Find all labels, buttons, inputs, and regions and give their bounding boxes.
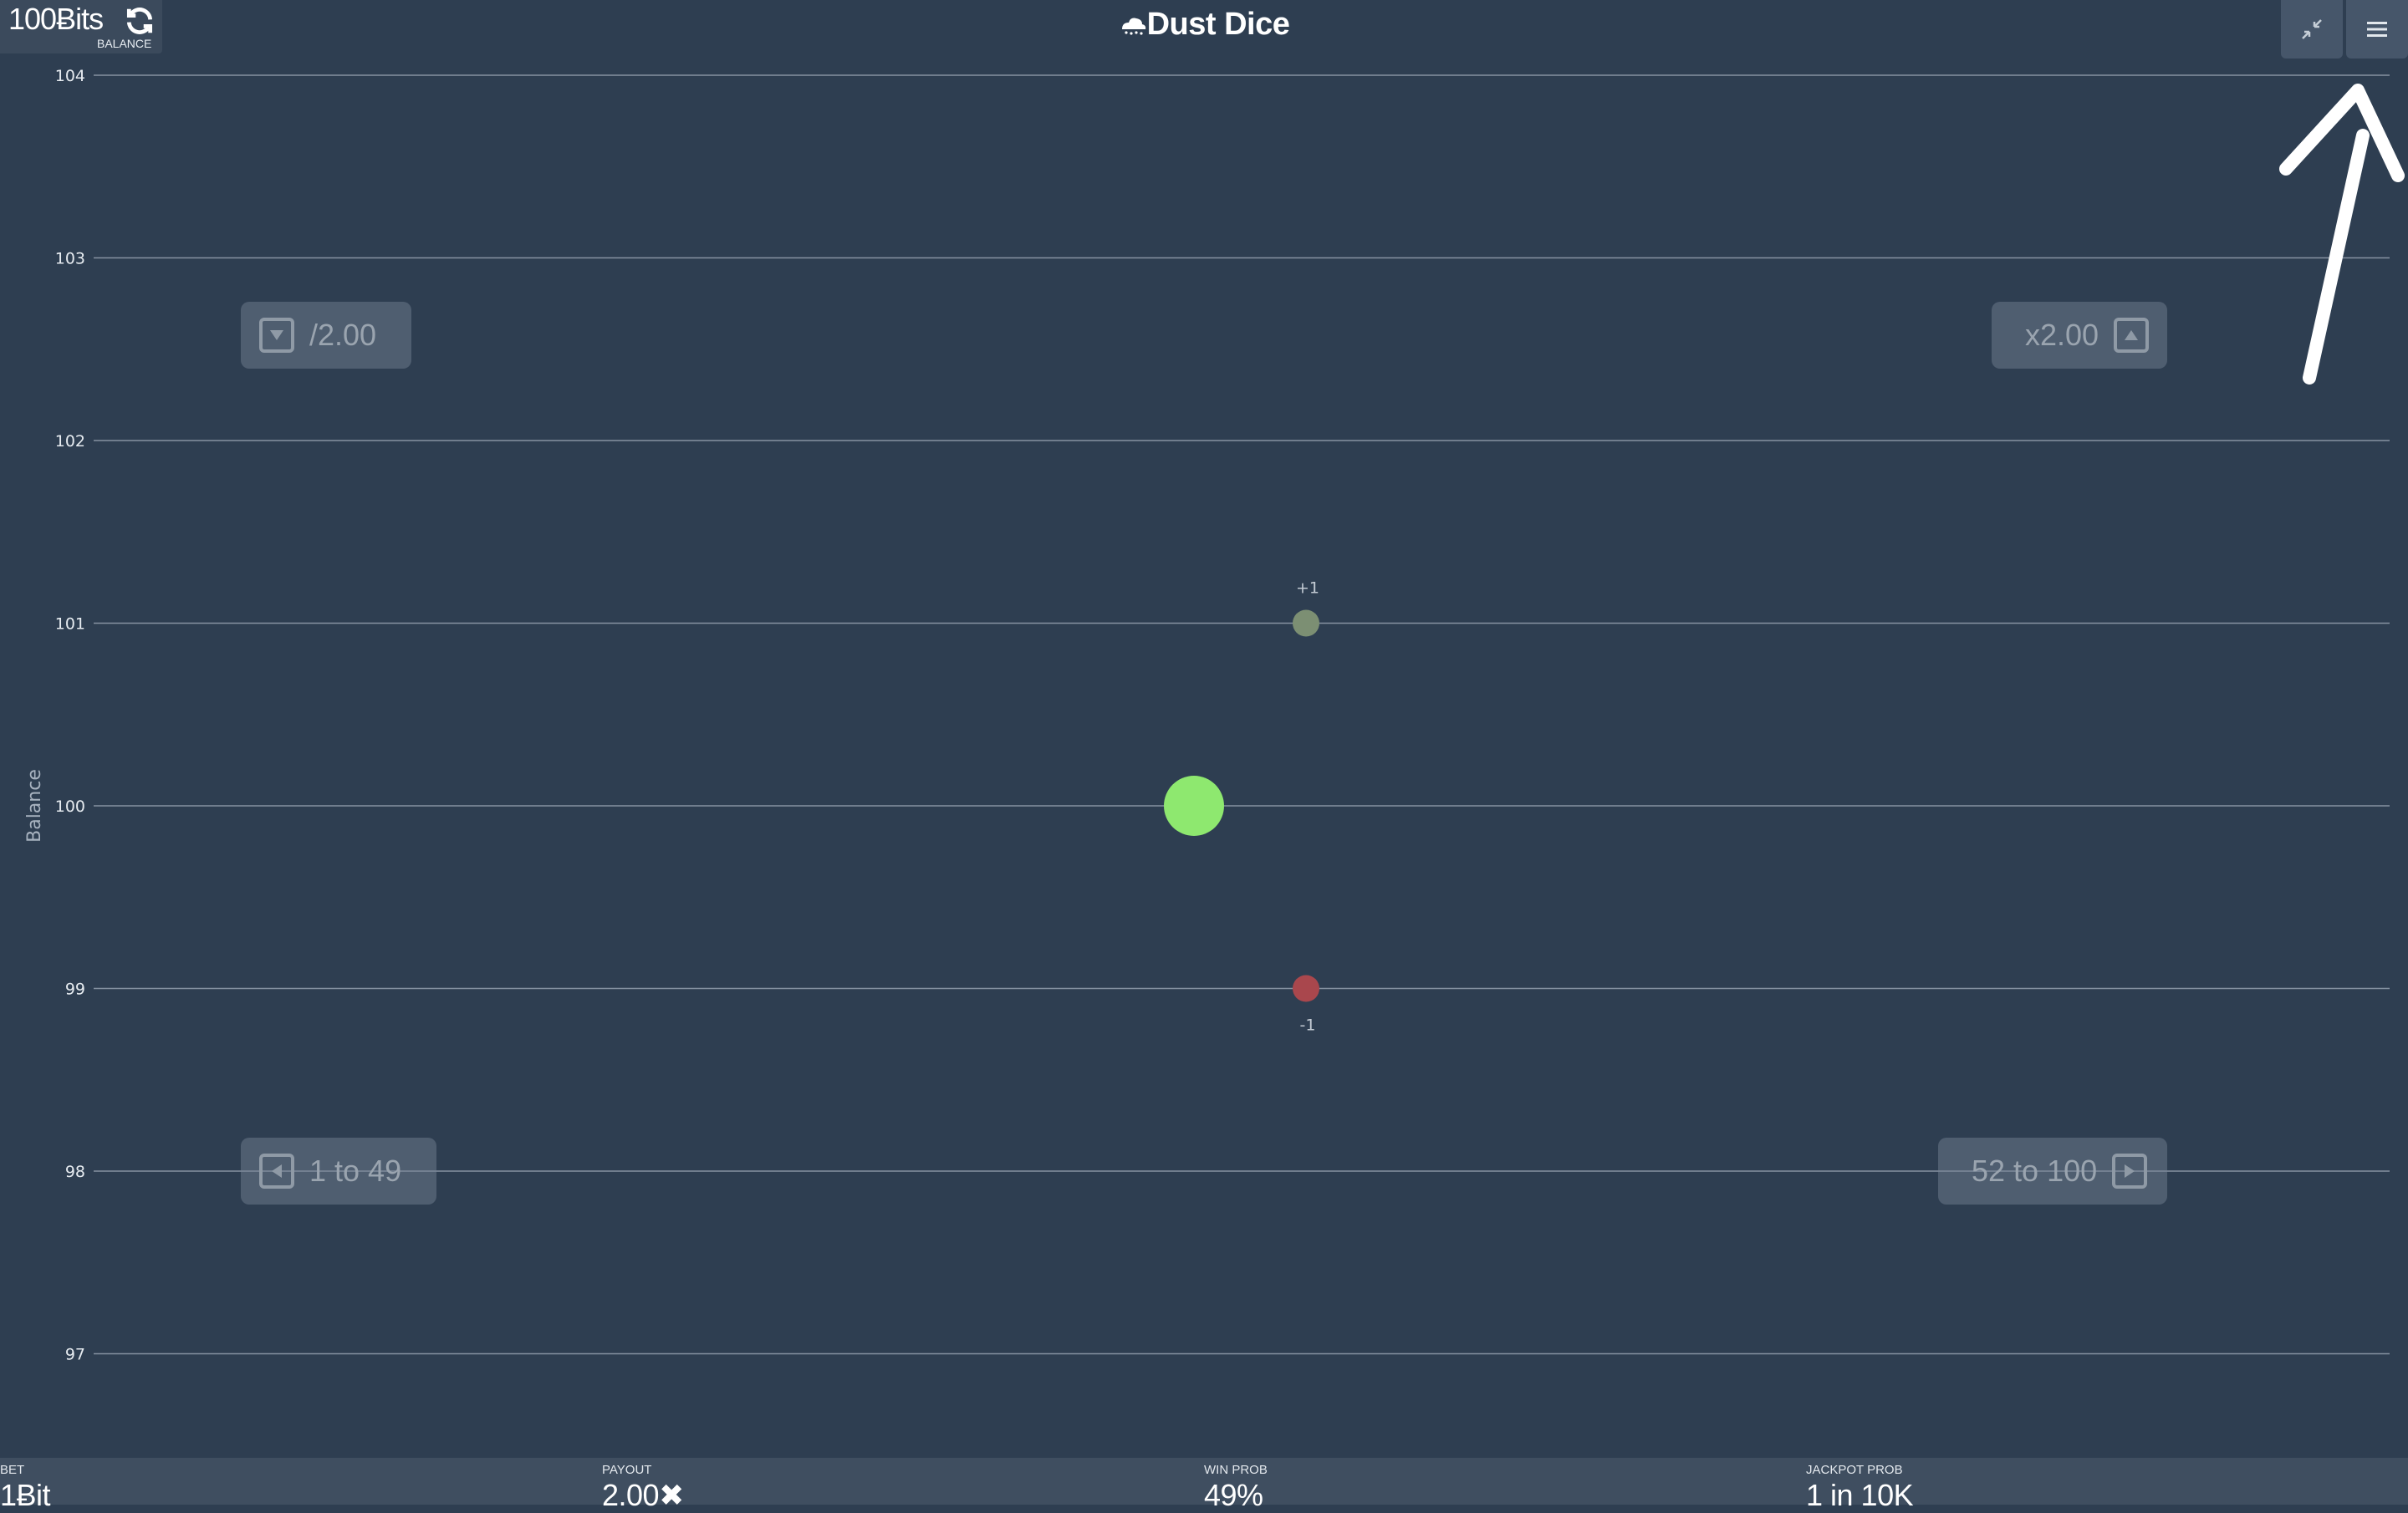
y-tick-label: 100	[55, 797, 85, 816]
current-balance-point	[1164, 776, 1224, 836]
compress-button[interactable]	[2281, 0, 2343, 59]
balance-caption: BALANCE	[97, 37, 152, 50]
half-bet-label: /2.00	[309, 318, 377, 352]
win-outcome-label: +1	[1296, 579, 1319, 598]
dust-cloud-logo-icon	[1121, 18, 1145, 35]
y-tick-label: 101	[55, 615, 85, 634]
loss-outcome-point	[1293, 975, 1319, 1002]
bet-low-button[interactable]: 1 to 49	[241, 1138, 436, 1205]
win-outcome-point	[1293, 609, 1319, 637]
win-prob-label: WIN PROB	[1204, 1463, 1268, 1477]
loss-outcome-label: -1	[1300, 1016, 1316, 1035]
balance-chart: 104 103 102 101 100 99 98 97 Balance +1 -1	[24, 67, 2390, 1364]
bet-high-button[interactable]: 52 to 100	[1938, 1138, 2167, 1205]
payout-value[interactable]: 2.00✖	[602, 1478, 684, 1512]
balance-value: 100Ƀits	[8, 2, 104, 36]
bet-value[interactable]: 1Ƀit	[0, 1478, 51, 1512]
y-tick-label: 104	[55, 67, 85, 85]
y-tick-label: 103	[55, 250, 85, 268]
app-title-text: Dust Dice	[1146, 7, 1290, 42]
double-bet-button[interactable]: x2.00	[1992, 302, 2167, 369]
y-axis-title: Balance	[24, 769, 45, 843]
arrow-right-icon	[2112, 1154, 2148, 1189]
menu-button[interactable]	[2346, 0, 2408, 59]
hamburger-menu-icon	[2367, 22, 2387, 37]
balance-panel: 100Ƀits BALANCE	[0, 0, 162, 53]
jackpot-prob-value: 1 in 10K	[1806, 1478, 1914, 1512]
arrow-left-icon	[259, 1154, 294, 1189]
annotation-arrow-icon	[2279, 84, 2405, 385]
y-tick-label: 98	[65, 1163, 85, 1181]
y-tick-label: 102	[55, 432, 85, 451]
compress-icon	[2302, 19, 2322, 39]
y-tick-label: 99	[65, 981, 85, 999]
half-bet-button[interactable]: /2.00	[241, 302, 411, 369]
bet-stats-bar: BET 1Ƀit PAYOUT 2.00✖ WIN PROB 49% JACKP…	[0, 1458, 2408, 1512]
y-tick-label: 97	[65, 1346, 85, 1364]
bet-label: BET	[0, 1463, 25, 1477]
arrow-down-icon	[259, 318, 294, 353]
double-bet-label: x2.00	[2025, 318, 2099, 352]
win-prob-value[interactable]: 49%	[1204, 1478, 1263, 1512]
arrow-up-icon	[2114, 318, 2149, 353]
page-title: Dust Dice	[0, 7, 2408, 43]
bet-low-label: 1 to 49	[309, 1154, 402, 1188]
payout-label: PAYOUT	[602, 1463, 652, 1477]
bet-high-label: 52 to 100	[1972, 1154, 2098, 1188]
refresh-icon[interactable]	[124, 5, 156, 37]
jackpot-prob-label: JACKPOT PROB	[1806, 1463, 1903, 1477]
